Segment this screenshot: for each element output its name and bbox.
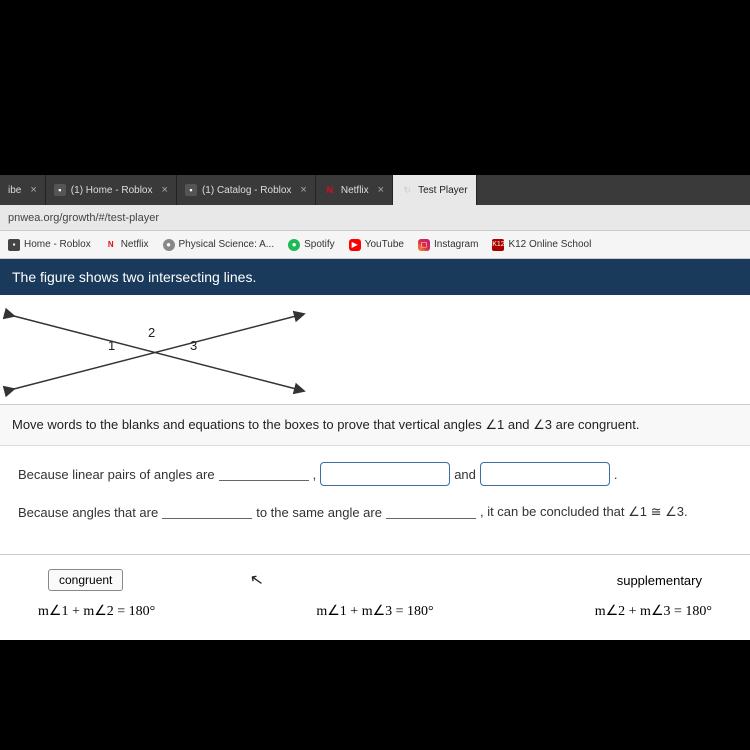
tab-label: (1) Catalog - Roblox: [202, 185, 291, 196]
geometry-figure: 1 2 3: [0, 295, 750, 405]
bookmark-spotify[interactable]: ● Spotify: [288, 239, 335, 251]
instruction-text: Move words to the blanks and equations t…: [0, 405, 750, 446]
close-icon[interactable]: ×: [300, 184, 306, 196]
bookmark-label: Instagram: [434, 239, 478, 250]
drag-eq1[interactable]: m∠1 + m∠2 = 180°: [38, 603, 155, 620]
text: , it can be concluded that ∠1 ≅ ∠3.: [480, 504, 688, 520]
url-text: pnwea.org/growth/#/test-player: [8, 212, 159, 224]
drag-eq3[interactable]: m∠2 + m∠3 = 180°: [595, 603, 712, 620]
youtube-icon: ▶: [349, 239, 361, 251]
bookmark-k12[interactable]: K12 K12 Online School: [492, 239, 591, 251]
bookmarks-bar: ▪ Home - Roblox N Netflix ● Physical Scienc…: [0, 231, 750, 259]
bookmark-instagram[interactable]: ◻ Instagram: [418, 239, 478, 251]
angle-1-label: 1: [108, 338, 115, 353]
proof-line-1: Because linear pairs of angles are , and…: [18, 462, 732, 486]
drag-congruent[interactable]: congruent: [48, 569, 123, 591]
tab-home-roblox[interactable]: ▪ (1) Home - Roblox ×: [46, 175, 177, 205]
bookmark-label: YouTube: [365, 239, 404, 250]
netflix-icon: N: [324, 184, 336, 196]
proof-area: Because linear pairs of angles are , and…: [0, 446, 750, 554]
blank-drop[interactable]: [162, 505, 252, 519]
proof-line-2: Because angles that are to the same angl…: [18, 504, 732, 520]
text: .: [614, 467, 618, 482]
tab-catalog-roblox[interactable]: ▪ (1) Catalog - Roblox ×: [177, 175, 316, 205]
refresh-icon: ↻: [401, 184, 413, 196]
bookmark-label: Physical Science: A...: [179, 239, 275, 250]
netflix-icon: N: [105, 239, 117, 251]
globe-icon: ●: [163, 239, 175, 251]
instagram-icon: ◻: [418, 239, 430, 251]
bookmark-label: Spotify: [304, 239, 335, 250]
tab-netflix[interactable]: N Netflix ×: [316, 175, 393, 205]
bookmark-netflix[interactable]: N Netflix: [105, 239, 149, 251]
tab-label: ibe: [8, 185, 21, 196]
bank-equations-row: m∠1 + m∠2 = 180° m∠1 + m∠3 = 180° m∠2 + …: [18, 603, 732, 620]
browser-window: ibe × ▪ (1) Home - Roblox × ▪ (1) Catalo…: [0, 175, 750, 640]
bookmark-label: K12 Online School: [508, 239, 591, 250]
blank-drop[interactable]: [386, 505, 476, 519]
bookmark-youtube[interactable]: ▶ YouTube: [349, 239, 404, 251]
tab-test-player[interactable]: ↻ Test Player: [393, 175, 476, 205]
text: and: [454, 467, 476, 482]
tab-partial[interactable]: ibe ×: [0, 175, 46, 205]
tab-bar: ibe × ▪ (1) Home - Roblox × ▪ (1) Catalo…: [0, 175, 750, 205]
equation-drop[interactable]: [320, 462, 450, 486]
tab-label: Netflix: [341, 185, 369, 196]
drag-supplementary[interactable]: supplementary: [617, 573, 702, 588]
text: Because linear pairs of angles are: [18, 467, 215, 482]
k12-icon: K12: [492, 239, 504, 251]
question-header: The figure shows two intersecting lines.: [0, 259, 750, 295]
address-bar[interactable]: pnwea.org/growth/#/test-player: [0, 205, 750, 231]
text: ,: [313, 467, 317, 482]
roblox-icon: ▪: [185, 184, 197, 196]
roblox-icon: ▪: [8, 239, 20, 251]
intersecting-lines-svg: 1 2 3: [0, 295, 320, 405]
bookmark-label: Home - Roblox: [24, 239, 91, 250]
text: to the same angle are: [256, 505, 382, 520]
bookmark-physical-science[interactable]: ● Physical Science: A...: [163, 239, 275, 251]
close-icon[interactable]: ×: [378, 184, 384, 196]
angle-2-label: 2: [148, 325, 155, 340]
blank-drop[interactable]: [219, 467, 309, 481]
bookmark-home-roblox[interactable]: ▪ Home - Roblox: [8, 239, 91, 251]
close-icon[interactable]: ×: [162, 184, 168, 196]
tab-label: (1) Home - Roblox: [71, 185, 153, 196]
angle-3-label: 3: [190, 338, 197, 353]
close-icon[interactable]: ×: [30, 184, 36, 196]
bookmark-label: Netflix: [121, 239, 149, 250]
drag-eq2[interactable]: m∠1 + m∠3 = 180°: [316, 603, 433, 620]
tab-label: Test Player: [418, 185, 467, 196]
bank-words-row: congruent supplementary: [18, 569, 732, 591]
spotify-icon: ●: [288, 239, 300, 251]
roblox-icon: ▪: [54, 184, 66, 196]
word-bank: congruent supplementary m∠1 + m∠2 = 180°…: [0, 554, 750, 640]
equation-drop[interactable]: [480, 462, 610, 486]
text: Because angles that are: [18, 505, 158, 520]
